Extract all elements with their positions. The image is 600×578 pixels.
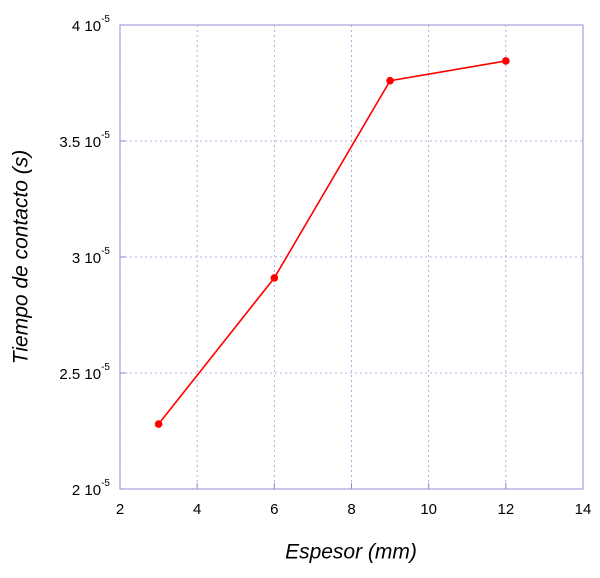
data-line <box>157 60 506 425</box>
x-tick-label: 4 <box>193 501 201 518</box>
x-tick-label: 6 <box>270 501 278 518</box>
data-point <box>386 76 394 85</box>
x-tick-label: 10 <box>420 501 437 518</box>
y-tick-label: 2 10-5 <box>72 478 111 499</box>
x-tick-label: 8 <box>347 501 355 518</box>
data-point <box>502 57 510 65</box>
data-point <box>154 420 163 428</box>
y-tick-label: 3.5 10-5 <box>59 130 110 151</box>
x-tick-label: 14 <box>575 501 592 518</box>
x-tick-label: 2 <box>116 501 124 518</box>
y-tick-label: 3 10-5 <box>72 246 111 267</box>
y-axis-title: Tiempo de contacto (s) <box>10 150 33 365</box>
y-tick-label: 2.5 10-5 <box>59 362 110 383</box>
x-tick-label: 12 <box>497 501 514 518</box>
data-point <box>270 274 279 282</box>
x-axis-title: Espesor (mm) <box>285 541 417 564</box>
y-tick-label: 4 10-5 <box>72 14 111 35</box>
